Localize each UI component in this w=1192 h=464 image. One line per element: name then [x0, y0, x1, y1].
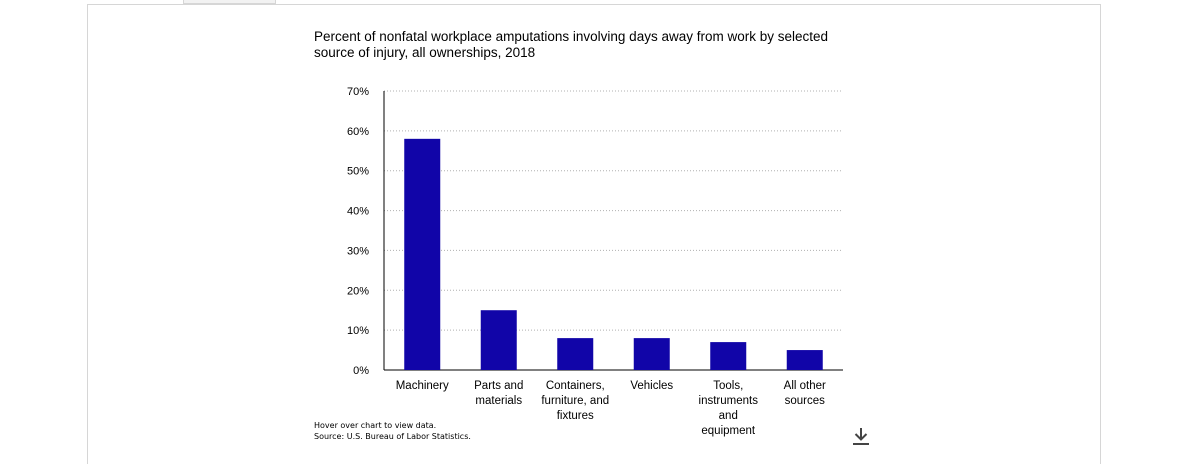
y-tick-label: 10%: [347, 325, 369, 337]
x-tick-label: Parts and materials: [474, 380, 523, 407]
axes: 0% 10% 20% 30% 40% 50% 60% 70%: [347, 86, 843, 377]
y-tick-label: 50%: [347, 166, 369, 178]
download-icon: [853, 428, 869, 445]
hover-note: Hover over chart to view data.: [314, 421, 437, 430]
bar[interactable]: [710, 342, 747, 370]
x-tick-label: Tools, instruments and equipment: [699, 380, 759, 437]
y-tick-label: 20%: [347, 285, 369, 297]
tab[interactable]: [183, 0, 276, 4]
x-tick-label: All other sources: [784, 380, 826, 407]
bars[interactable]: [404, 138, 823, 370]
bar[interactable]: [633, 338, 670, 370]
footnotes: Hover over chart to view data. Source: U…: [314, 420, 471, 442]
x-tick-label: Vehicles: [630, 380, 673, 392]
y-tick-label: 70%: [347, 86, 369, 98]
source-note: Source: U.S. Bureau of Labor Statistics.: [314, 432, 471, 441]
download-button[interactable]: [850, 426, 872, 448]
x-tick-label: Containers, furniture, and fixtures: [541, 380, 609, 422]
category-labels: Machinery Parts and materials Containers, fu…: [396, 380, 826, 437]
x-tick-label: Machinery: [396, 380, 449, 392]
bar[interactable]: [786, 350, 823, 370]
bar[interactable]: [480, 310, 517, 370]
bar[interactable]: [404, 138, 441, 370]
y-tick-label: 0%: [353, 365, 369, 377]
bar-chart[interactable]: 0% 10% 20% 30% 40% 50% 60% 70% Machinery Parts a…: [0, 0, 1192, 450]
y-tick-label: 30%: [347, 245, 369, 257]
chart-panel: [87, 4, 1101, 464]
y-tick-label: 60%: [347, 126, 369, 138]
bar[interactable]: [557, 338, 594, 370]
gridlines: [384, 90, 843, 331]
chart-title: Percent of nonfatal workplace amputation…: [314, 29, 829, 60]
y-tick-label: 40%: [347, 206, 369, 218]
